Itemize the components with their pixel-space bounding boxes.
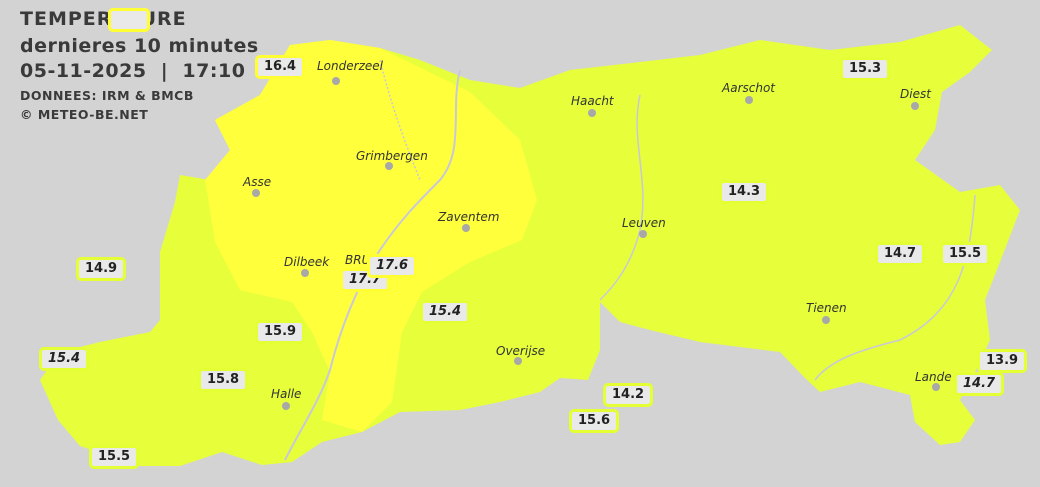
map-title: TEMPERATURE: [20, 8, 187, 30]
city-dot: [588, 109, 596, 117]
station-badge: 14.7: [875, 242, 926, 266]
city-dot: [462, 224, 470, 232]
region-warm-zone: [205, 40, 537, 432]
city-label: Tienen: [806, 301, 847, 315]
city-label: Halle: [271, 387, 302, 401]
city-label: Overijse: [496, 344, 546, 358]
city-label: Grimbergen: [356, 149, 428, 163]
map-datetime: 05-11-2025 | 17:10: [20, 60, 246, 82]
data-source: DONNEES: IRM & BMCB: [20, 88, 194, 103]
city-dot: [282, 402, 290, 410]
river-icon: [599, 94, 644, 301]
station-badge: 15.5: [89, 445, 140, 469]
city-dot: [745, 96, 753, 104]
city-label: BRU: [345, 253, 371, 267]
river-icon: [284, 69, 461, 461]
station-badge: 15.8: [198, 368, 249, 392]
city-dot: [514, 357, 522, 365]
station-badge: 15.3: [840, 57, 891, 81]
station-badge: [108, 8, 150, 32]
city-label: Asse: [243, 175, 272, 189]
station-badge: 17.6: [367, 254, 418, 278]
station-badge: 14.2: [603, 383, 654, 407]
station-badge: 15.9: [255, 320, 306, 344]
city-label: Zaventem: [438, 210, 500, 224]
station-badge: 14.3: [719, 180, 770, 204]
city-label: Haacht: [571, 94, 614, 108]
station-badge: 16.4: [255, 55, 306, 79]
city-label: Diest: [900, 87, 931, 101]
station-badge: 15.6: [569, 409, 620, 433]
city-dot: [252, 189, 260, 197]
station-badge: 14.7: [954, 372, 1005, 396]
city-dot: [639, 230, 647, 238]
city-dot: [932, 383, 940, 391]
station-badge: 14.9: [76, 257, 127, 281]
city-dot: [385, 162, 393, 170]
map-subtitle: dernieres 10 minutes: [20, 35, 259, 57]
city-dot: [301, 269, 309, 277]
copyright: © METEO-BE.NET: [20, 107, 149, 122]
city-dot: [822, 316, 830, 324]
station-badge: 15.4: [420, 300, 471, 324]
station-badge: 15.5: [940, 242, 991, 266]
city-dot: [332, 77, 340, 85]
city-label: Leuven: [622, 216, 666, 230]
station-badge: 15.4: [39, 347, 90, 371]
city-label: Aarschot: [722, 81, 775, 95]
city-label: Dilbeek: [284, 255, 330, 269]
city-dot: [911, 102, 919, 110]
canal-icon: [379, 59, 421, 181]
station-badge: 13.9: [977, 349, 1028, 373]
city-label: Lande: [915, 370, 952, 384]
city-label: Londerzeel: [317, 59, 383, 73]
